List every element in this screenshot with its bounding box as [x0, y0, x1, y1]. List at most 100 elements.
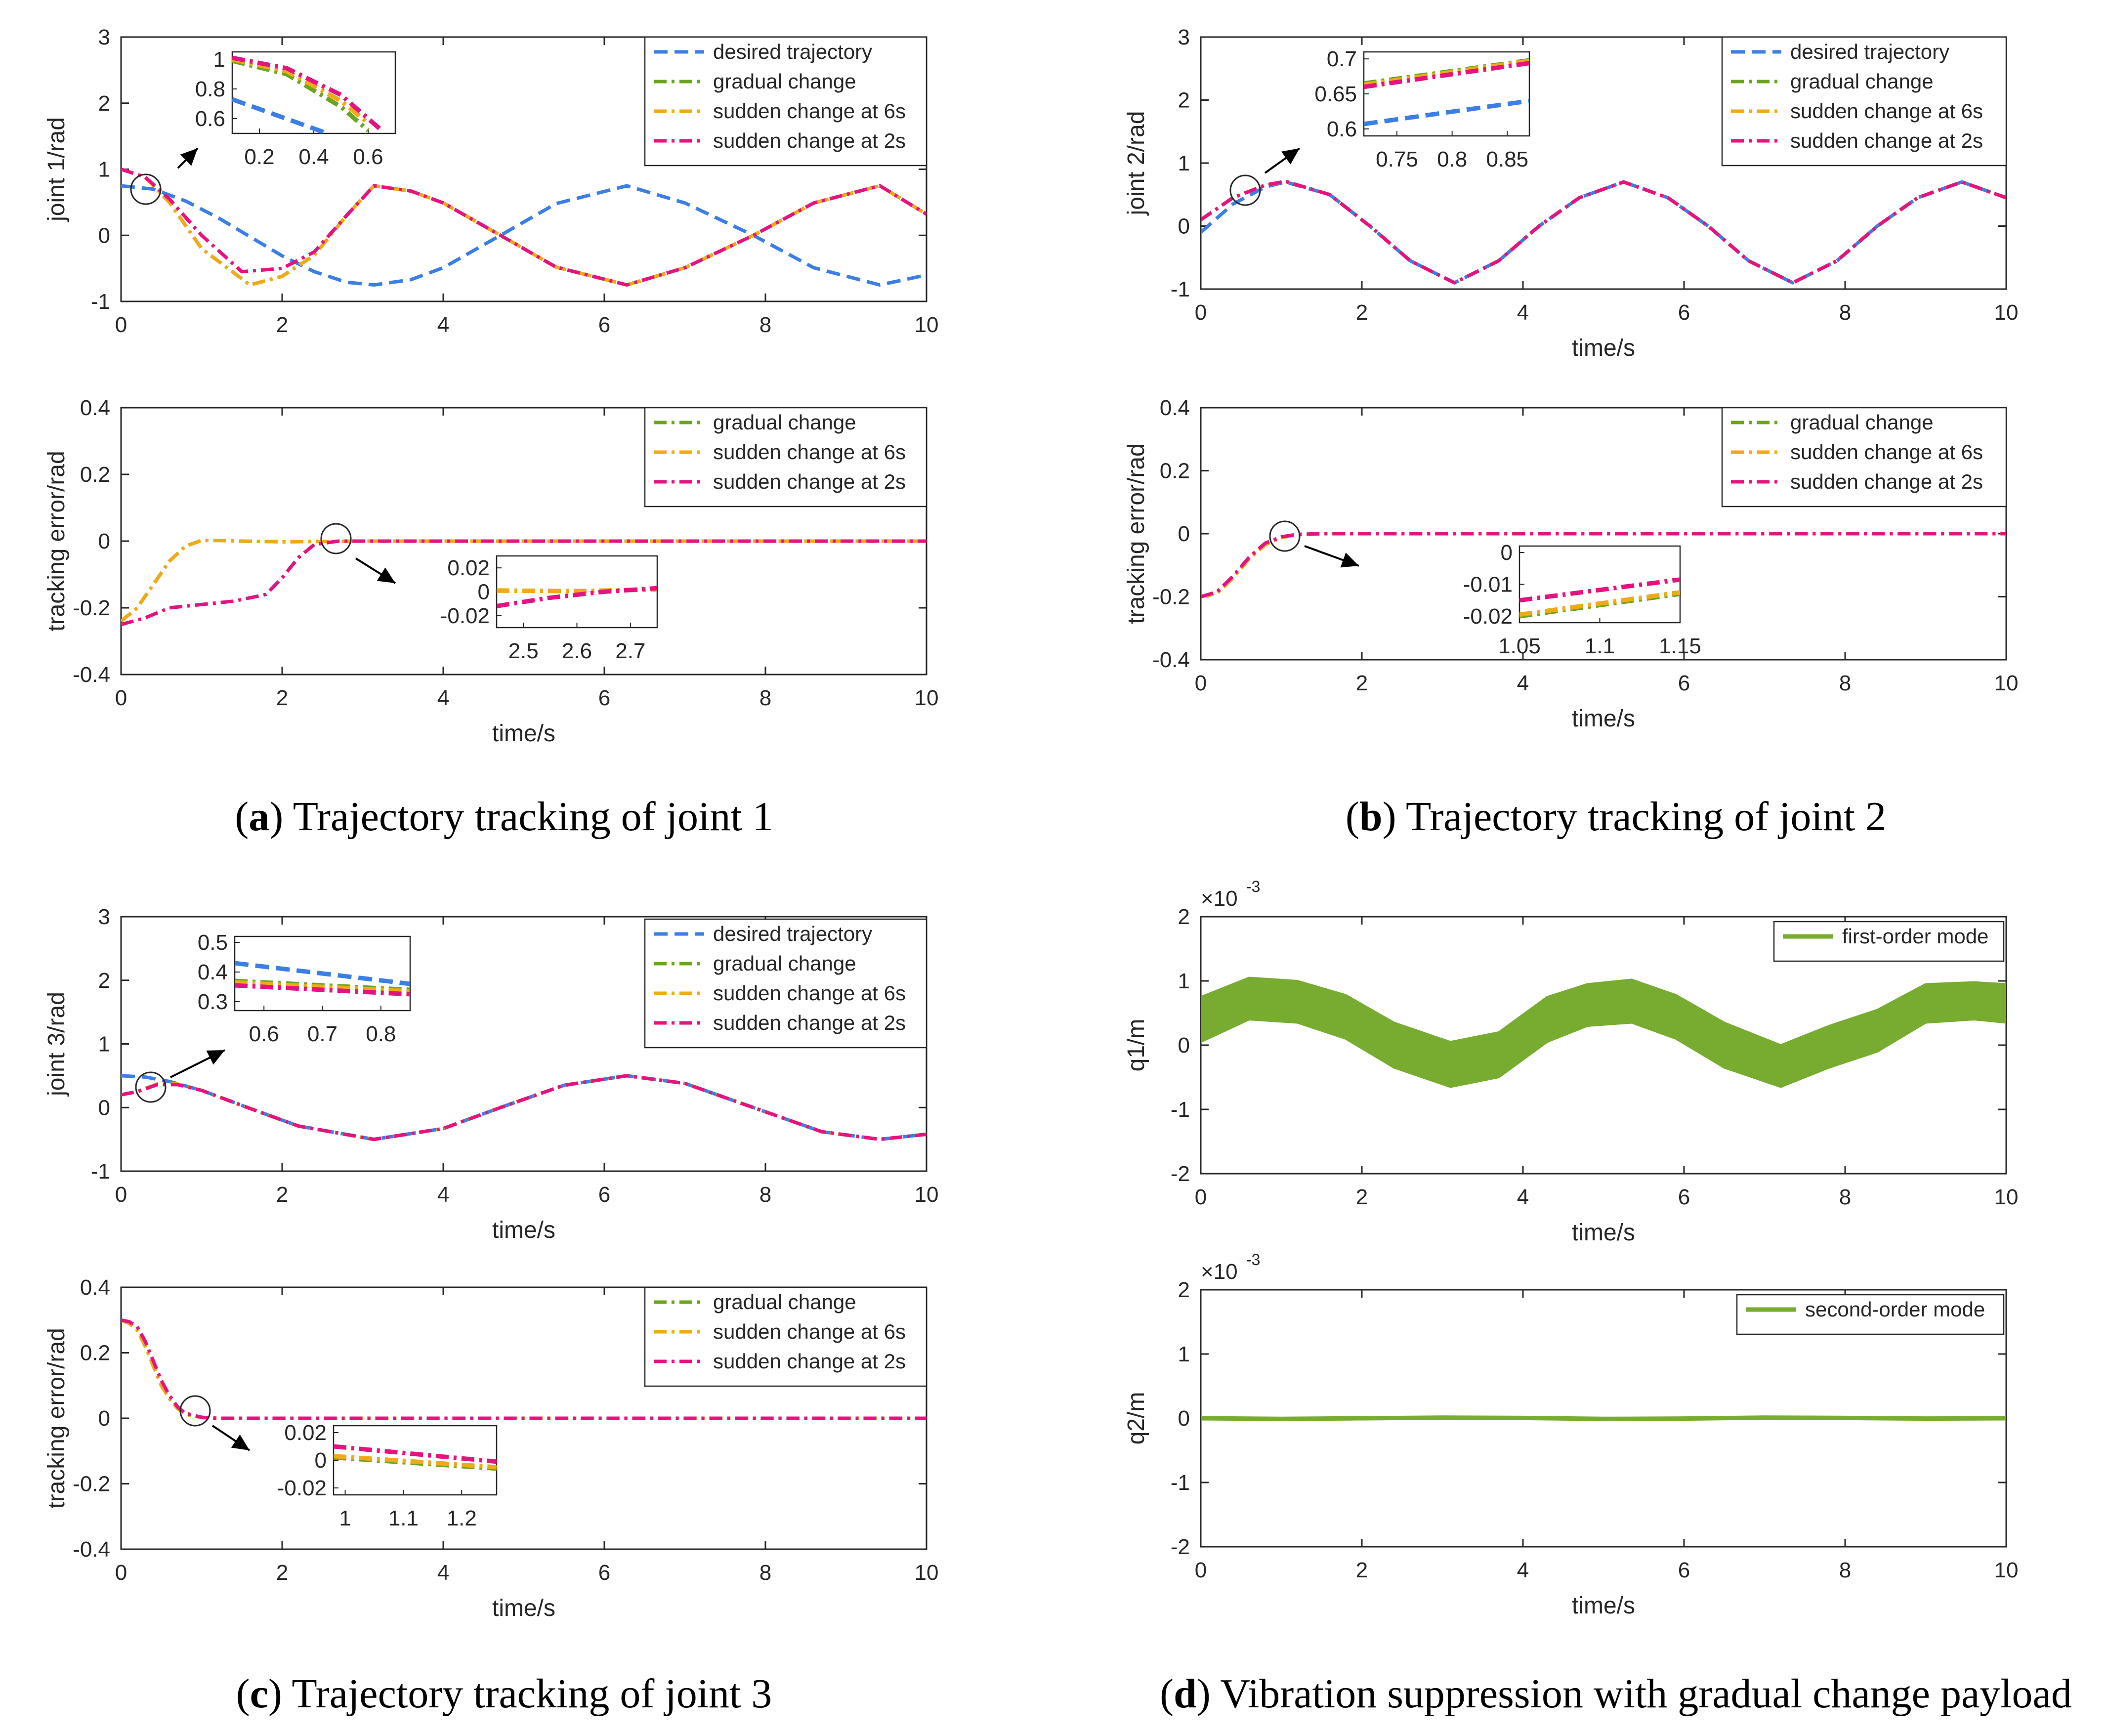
legend-label: desired trajectory	[713, 922, 872, 945]
y-tick-label: 3	[98, 25, 110, 49]
caption-c-text: Trajectory tracking of joint 3	[282, 1671, 772, 1717]
legend: second-order mode	[1736, 1294, 2005, 1335]
legend-label: sudden change at 6s	[1790, 99, 1983, 123]
x-tick-label: 10	[1994, 300, 2019, 325]
legend-label: gradual change	[1790, 70, 1934, 93]
inset-y-tick-label: 0.5	[198, 931, 228, 955]
legend-label: sudden change at 6s	[713, 1320, 906, 1343]
zoom-circle	[130, 173, 162, 205]
x-tick-label: 4	[437, 313, 449, 337]
x-tick-label: 6	[598, 313, 610, 337]
x-tick-label: 2	[276, 1561, 288, 1585]
zoom-arrow-head	[180, 148, 198, 166]
y-tick-label: -2	[1171, 1535, 1190, 1559]
y-tick-label: 2	[98, 91, 110, 116]
x-tick-label: 0	[115, 686, 127, 710]
x-tick-label: 6	[1678, 1185, 1690, 1209]
y-tick-label: 0	[98, 1406, 110, 1431]
x-tick-label: 8	[759, 1561, 771, 1585]
inset: 1.05 1.1 1.15 -0.02 -0.01 0	[1463, 541, 1701, 658]
x-tick-label: 4	[1517, 671, 1529, 695]
legend-label: gradual change	[713, 952, 856, 975]
x-tick-label: 6	[598, 1183, 610, 1207]
x-tick-label: 0	[1195, 300, 1207, 325]
y-tick-label: 1	[98, 158, 110, 182]
legend-label: gradual change	[713, 70, 856, 93]
legend-label: sudden change at 2s	[713, 470, 906, 493]
y-tick-label: 0	[98, 529, 110, 553]
y-tick-label: 2	[1178, 88, 1190, 113]
x-tick-label: 0	[1195, 671, 1207, 695]
y-tick-label: 1	[1178, 1342, 1190, 1366]
inset-x-tick-label: 0.75	[1376, 147, 1418, 171]
x-tick-label: 4	[1517, 1185, 1529, 1209]
inset-x-tick-label: 1.05	[1498, 634, 1541, 658]
y-tick-label: 0.2	[1160, 459, 1190, 483]
inset-series-group	[1519, 577, 1680, 619]
inset-series-line-sudden-change-at-6s	[334, 1454, 497, 1470]
y-axis-label: tracking error/rad	[1123, 443, 1149, 624]
inset-frame	[1363, 51, 1530, 137]
x-tick-label: 0	[115, 1561, 127, 1585]
inset-x-tick-label: 0.8	[366, 1022, 396, 1046]
x-tick-label: 10	[915, 1183, 939, 1207]
inset-y-tick-label: 0.6	[1327, 117, 1357, 141]
caption-a: (a) Trajectory tracking of joint 1	[235, 794, 773, 840]
legend-label: sudden change at 2s	[713, 129, 906, 152]
inset-series-group	[497, 586, 657, 608]
chart-a2: 0 2 4 6 8 10 -0.4 -0.2 0 0.2 0.4 time/s tracking err…	[43, 396, 938, 747]
y-tick-label: 1	[1178, 969, 1190, 993]
y-tick-label: 0	[1178, 1033, 1190, 1058]
series-line-sudden-change-at-2s	[121, 1074, 927, 1142]
series-band-first-order-mode	[1201, 976, 2006, 1088]
legend: gradual change sudden change at 6s sudden …	[1721, 407, 2007, 508]
y-axis-label: joint 3/rad	[43, 992, 70, 1097]
x-tick-label: 8	[1839, 671, 1851, 695]
legend-box	[1773, 921, 2005, 962]
y-tick-label: -1	[1171, 1471, 1190, 1495]
caption-d: (d) Vibration suppression with gradual c…	[1160, 1671, 2072, 1717]
x-tick-label: 8	[1839, 1558, 1851, 1582]
inset-x-tick-label: 2.6	[562, 639, 592, 663]
caption-d-letter: d	[1174, 1671, 1197, 1717]
inset-series-group	[235, 961, 410, 997]
x-tick-label: 2	[1356, 671, 1368, 695]
y-tick-label: 1	[1178, 151, 1190, 175]
y-tick-label: 3	[98, 905, 110, 929]
series-line-sudden-change-at-2s	[1201, 532, 2006, 598]
inset-series-group	[1364, 58, 1529, 127]
legend-label: sudden change at 6s	[713, 440, 906, 464]
y-tick-label: 1	[98, 1032, 110, 1057]
caption-a-letter: a	[249, 794, 269, 840]
series-group	[121, 1074, 927, 1142]
y-tick-label: 0.4	[80, 396, 110, 420]
inset-series-line-sudden-change-at-2s	[235, 983, 410, 997]
y-tick-label: 0	[1178, 214, 1190, 239]
y-tick-label: -0.2	[73, 596, 110, 620]
y-tick-label: 2	[1178, 1278, 1190, 1302]
y-tick-label: -1	[91, 1159, 110, 1184]
zoom-circle	[135, 1071, 167, 1103]
x-tick-label: 6	[1678, 300, 1690, 325]
inset-y-tick-label: -0.02	[440, 604, 490, 628]
y-tick-label: -2	[1171, 1162, 1190, 1186]
x-tick-label: 8	[1839, 300, 1851, 325]
legend: gradual change sudden change at 6s sudden …	[644, 1286, 928, 1387]
y-tick-label: 0	[98, 1096, 110, 1120]
y-tick-label: 0	[98, 223, 110, 248]
legend-box	[1736, 1294, 2005, 1335]
y-tick-label: 2	[1178, 905, 1190, 929]
x-tick-label: 0	[1195, 1558, 1207, 1582]
series-line-second-order-mode	[1201, 1415, 2006, 1421]
inset-y-tick-label: 0.7	[1327, 47, 1357, 71]
x-tick-label: 6	[598, 1561, 610, 1585]
y-tick-label: -1	[1171, 1098, 1190, 1122]
x-axis-label: time/s	[1572, 335, 1635, 361]
x-tick-label: 8	[759, 1183, 771, 1207]
inset-x-tick-label: 1.1	[1585, 634, 1615, 658]
caption-d-text: Vibration suppression with gradual chang…	[1211, 1671, 2072, 1717]
series-line-sudden-change-at-2s	[121, 539, 927, 627]
